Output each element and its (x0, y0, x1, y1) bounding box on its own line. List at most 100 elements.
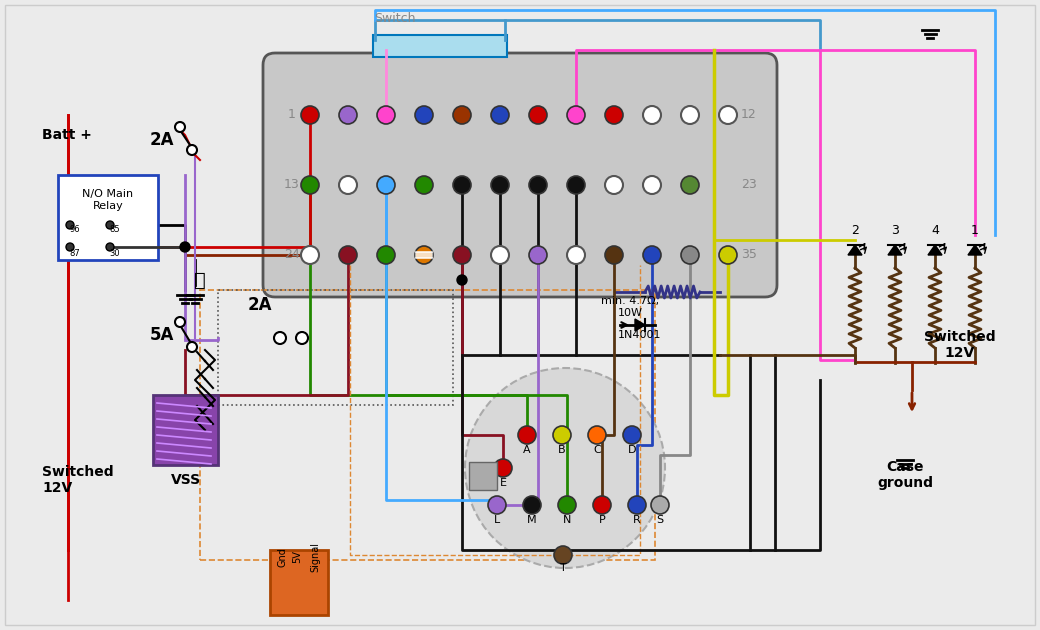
Circle shape (453, 246, 471, 264)
Text: 87: 87 (70, 248, 80, 258)
Circle shape (180, 242, 190, 252)
Text: R: R (633, 515, 641, 525)
Text: 5A: 5A (150, 326, 174, 344)
Circle shape (453, 106, 471, 124)
Circle shape (187, 145, 197, 155)
Circle shape (415, 106, 433, 124)
Text: D: D (628, 445, 636, 455)
Circle shape (593, 496, 612, 514)
Text: Signal: Signal (310, 542, 320, 572)
Circle shape (494, 459, 512, 477)
Polygon shape (968, 245, 982, 255)
Circle shape (301, 106, 319, 124)
Text: A: A (523, 445, 530, 455)
Circle shape (301, 246, 319, 264)
Circle shape (567, 106, 584, 124)
Circle shape (274, 332, 286, 344)
Polygon shape (928, 245, 942, 255)
Text: 1: 1 (971, 224, 979, 236)
Circle shape (175, 317, 185, 327)
Circle shape (719, 246, 737, 264)
Circle shape (588, 426, 606, 444)
Circle shape (605, 246, 623, 264)
Text: 85: 85 (109, 226, 121, 234)
Circle shape (175, 122, 185, 132)
Text: 1: 1 (288, 108, 296, 122)
Circle shape (415, 176, 433, 194)
Text: 2A: 2A (248, 296, 272, 314)
Circle shape (491, 176, 509, 194)
Circle shape (339, 246, 357, 264)
Circle shape (643, 106, 661, 124)
Circle shape (187, 342, 197, 352)
Circle shape (651, 496, 669, 514)
Text: 5V: 5V (292, 551, 302, 563)
Text: ⏚: ⏚ (194, 270, 206, 290)
Text: 2A: 2A (150, 131, 175, 149)
FancyBboxPatch shape (270, 550, 328, 615)
Circle shape (488, 496, 506, 514)
Text: 30: 30 (109, 248, 121, 258)
Circle shape (681, 106, 699, 124)
FancyBboxPatch shape (469, 462, 497, 490)
Text: 12: 12 (742, 108, 757, 122)
Text: N: N (563, 515, 571, 525)
Text: VSS: VSS (171, 473, 201, 487)
FancyBboxPatch shape (5, 5, 1035, 625)
Text: Case
ground: Case ground (877, 460, 933, 490)
Circle shape (457, 275, 467, 285)
Text: Switch: Switch (374, 12, 416, 25)
Text: min. 4.7Ω,
10W: min. 4.7Ω, 10W (601, 296, 659, 318)
Circle shape (719, 106, 737, 124)
Circle shape (605, 106, 623, 124)
Text: Batt +: Batt + (42, 128, 92, 142)
Text: P: P (599, 515, 605, 525)
Circle shape (681, 246, 699, 264)
Circle shape (554, 546, 572, 564)
Circle shape (296, 332, 308, 344)
Text: B: B (558, 445, 566, 455)
Circle shape (415, 246, 433, 264)
Text: 2: 2 (851, 224, 859, 236)
Circle shape (643, 176, 661, 194)
Polygon shape (848, 245, 862, 255)
Circle shape (567, 176, 584, 194)
Circle shape (491, 246, 509, 264)
Text: E: E (499, 478, 506, 488)
Circle shape (301, 176, 319, 194)
Text: Switched
12V: Switched 12V (42, 465, 113, 495)
Text: 3: 3 (891, 224, 899, 236)
Circle shape (339, 106, 357, 124)
Text: C: C (593, 445, 601, 455)
Circle shape (529, 176, 547, 194)
Polygon shape (635, 319, 645, 331)
Text: 35: 35 (742, 248, 757, 261)
Circle shape (491, 106, 509, 124)
Circle shape (378, 246, 395, 264)
FancyBboxPatch shape (153, 395, 218, 465)
FancyBboxPatch shape (373, 35, 508, 57)
Text: 4: 4 (931, 224, 939, 236)
Circle shape (643, 246, 661, 264)
Circle shape (529, 246, 547, 264)
Text: 1N4001: 1N4001 (618, 330, 661, 340)
Circle shape (681, 176, 699, 194)
FancyBboxPatch shape (58, 175, 158, 260)
Text: N/O Main
Relay: N/O Main Relay (82, 189, 133, 211)
Circle shape (106, 243, 114, 251)
Circle shape (378, 106, 395, 124)
Circle shape (378, 176, 395, 194)
Text: 13: 13 (284, 178, 300, 192)
Text: M: M (527, 515, 537, 525)
Circle shape (66, 221, 74, 229)
Circle shape (567, 246, 584, 264)
Circle shape (518, 426, 536, 444)
Circle shape (529, 106, 547, 124)
Circle shape (465, 368, 665, 568)
Text: 24: 24 (284, 248, 300, 261)
Text: 23: 23 (742, 178, 757, 192)
FancyBboxPatch shape (263, 53, 777, 297)
Circle shape (553, 426, 571, 444)
Circle shape (523, 496, 541, 514)
Circle shape (558, 496, 576, 514)
